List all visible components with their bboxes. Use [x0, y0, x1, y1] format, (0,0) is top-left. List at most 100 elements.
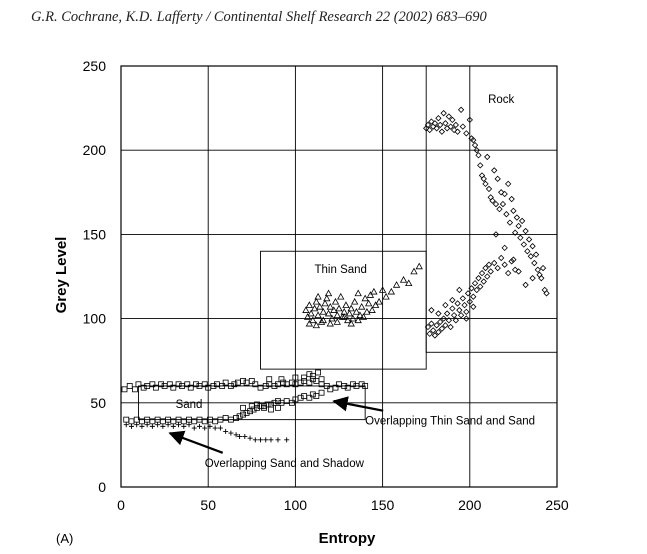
square-point	[231, 381, 238, 388]
region-box	[137, 385, 366, 421]
y-tick-label: 100	[83, 311, 107, 327]
square-point	[280, 379, 287, 386]
diamond-point	[536, 271, 543, 278]
triangle-point	[354, 289, 362, 297]
triangle-point	[351, 297, 359, 305]
diamond-point	[438, 325, 446, 332]
plus-point	[155, 422, 161, 428]
diamond-point	[463, 130, 470, 137]
diamond-point	[510, 207, 517, 214]
square-point	[306, 394, 313, 401]
diamond-point	[487, 268, 494, 275]
diamond-point	[505, 269, 512, 277]
diamond-point	[424, 121, 432, 129]
triangle-point	[335, 304, 343, 312]
square-point	[233, 415, 240, 421]
tick-labels: 0 50 100 150 200 250 0 50 100 150 200 250	[83, 58, 569, 513]
diamond-point	[435, 115, 442, 122]
diamond-point	[464, 290, 472, 297]
diamond-point	[501, 261, 508, 268]
triangle-point	[305, 301, 314, 308]
square-point	[250, 406, 257, 413]
plus-point	[207, 423, 213, 429]
triangle-point	[323, 294, 331, 302]
diamond-point	[503, 211, 510, 218]
square-point	[278, 376, 285, 383]
triangle-point	[326, 319, 334, 327]
square-point	[123, 416, 130, 423]
square-point	[184, 381, 191, 388]
triangle-point	[364, 299, 373, 307]
diamond-point	[436, 121, 444, 129]
triangle-point	[319, 316, 327, 324]
square-point	[275, 398, 281, 405]
plus-point	[170, 423, 176, 429]
square-point	[248, 378, 255, 384]
diamond-point	[508, 195, 515, 203]
triangle-point	[319, 308, 327, 315]
plus-point	[191, 425, 197, 431]
diamond-point	[447, 323, 454, 331]
diamond-point	[491, 167, 498, 174]
square-point	[254, 401, 260, 408]
square-point	[318, 389, 325, 396]
diamond-point	[484, 273, 491, 280]
triangle-point	[371, 301, 380, 308]
diamond-point	[496, 205, 503, 213]
plus-point	[181, 423, 187, 429]
square-point	[236, 413, 243, 420]
triangle-point	[302, 306, 310, 313]
plus-point	[252, 437, 258, 443]
diamond-point	[492, 231, 500, 238]
diamond-point	[480, 175, 487, 182]
diamond-point	[499, 200, 507, 208]
plus-point	[196, 423, 202, 429]
diamond-point	[517, 234, 524, 241]
diamond-point	[442, 301, 449, 309]
triangle-point	[310, 304, 319, 312]
diamond-point	[487, 194, 494, 201]
triangle-point	[314, 292, 322, 300]
diamond-point	[510, 256, 517, 263]
x-tick-label: 250	[545, 497, 569, 513]
triangle-point	[309, 316, 317, 324]
square-point	[240, 378, 246, 384]
annotation-arrow	[332, 396, 384, 412]
diamond-point	[428, 307, 435, 314]
square-point	[243, 379, 250, 386]
square-point	[261, 403, 267, 410]
diamond-point	[511, 266, 519, 273]
plus-point	[268, 437, 274, 443]
diamond-point	[501, 244, 508, 252]
triangle-point	[342, 301, 350, 308]
diamond-point	[484, 153, 491, 161]
diamond-point	[473, 286, 480, 294]
square-point	[297, 379, 304, 386]
triangle-point	[354, 316, 362, 324]
diamond-point	[466, 116, 473, 124]
square-point	[158, 381, 165, 388]
triangle-point	[317, 318, 326, 325]
square-point	[309, 391, 316, 398]
diamond-point	[498, 189, 505, 196]
square-point	[128, 418, 135, 425]
annotation-arrow	[168, 430, 224, 454]
square-point	[266, 376, 273, 383]
triangle-point	[324, 289, 333, 297]
square-point	[344, 384, 351, 391]
triangle-point	[305, 319, 314, 327]
x-tick-label: 50	[200, 497, 216, 513]
diamond-point	[524, 248, 531, 255]
square-point	[187, 384, 194, 391]
diamond-point	[508, 258, 515, 265]
triangle-point	[361, 294, 369, 302]
diamond-point	[433, 322, 440, 329]
plus-point	[144, 422, 150, 428]
region-box	[260, 250, 427, 370]
region-box	[425, 65, 558, 353]
diamond-point	[485, 261, 493, 268]
plus-point	[284, 437, 290, 443]
diamond-point	[431, 120, 439, 127]
square-point	[201, 381, 208, 388]
plus-point	[160, 423, 166, 429]
